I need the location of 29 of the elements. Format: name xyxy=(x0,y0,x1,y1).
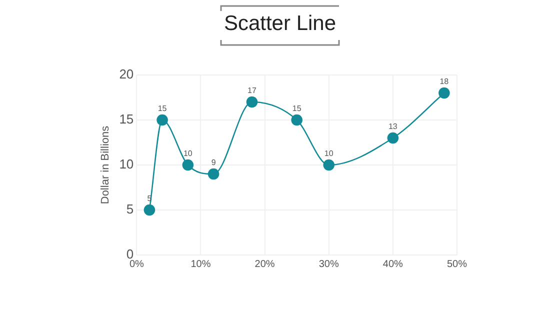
point xyxy=(291,114,302,126)
data-label: 18 xyxy=(440,77,450,86)
data-label: 10 xyxy=(183,149,193,158)
x-tick-label: 30% xyxy=(318,258,339,270)
point xyxy=(246,96,258,108)
point xyxy=(182,159,194,171)
point xyxy=(438,87,450,99)
y-tick-label: 5 xyxy=(126,202,134,217)
data-label: 15 xyxy=(158,104,168,113)
x-tick-label: 50% xyxy=(446,258,468,270)
point xyxy=(144,204,156,216)
point xyxy=(208,168,220,180)
x-tick-label: 0% xyxy=(129,258,144,270)
data-label: 13 xyxy=(388,122,398,131)
y-axis-title: Dollar in Billions xyxy=(100,125,112,204)
data-label: 17 xyxy=(248,86,257,95)
data-label: 10 xyxy=(324,149,334,158)
data-label: 15 xyxy=(292,104,302,113)
y-tick-label: 10 xyxy=(119,156,134,172)
point xyxy=(156,114,168,126)
x-tick-label: 20% xyxy=(254,258,275,270)
y-tick-label: 15 xyxy=(119,112,134,127)
point xyxy=(323,159,335,171)
chart-title: Scatter Line xyxy=(222,12,338,36)
data-label: 9 xyxy=(211,158,216,167)
point xyxy=(387,132,399,144)
x-tick-label: 40% xyxy=(382,258,404,270)
x-tick-label: 10% xyxy=(190,258,211,270)
y-tick-label: 20 xyxy=(119,66,134,82)
